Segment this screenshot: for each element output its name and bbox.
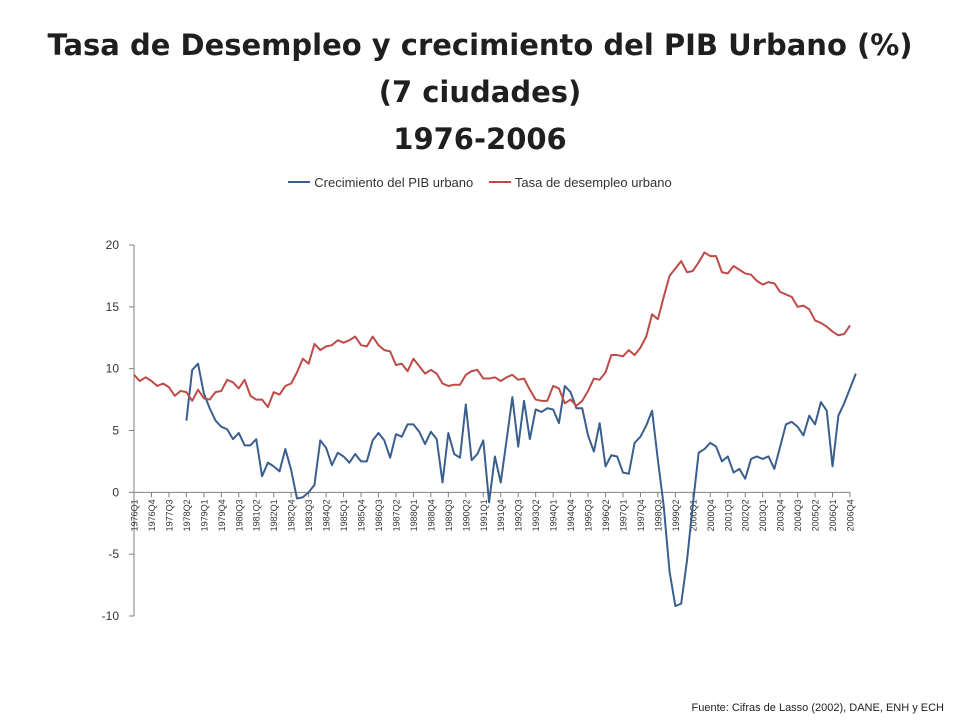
- x-tick-label: 1979Q4: [217, 499, 227, 531]
- legend-item-pib: Crecimiento del PIB urbano: [288, 175, 473, 190]
- x-tick-label: 1988Q4: [426, 499, 436, 531]
- title-line-3: 1976-2006: [393, 122, 567, 156]
- x-tick-label: 1989Q3: [444, 499, 454, 531]
- x-tick-label: 1994Q4: [566, 499, 576, 531]
- title-line-1: Tasa de Desempleo y crecimiento del PIB …: [47, 28, 913, 62]
- legend-swatch-pib: [288, 181, 311, 183]
- legend-label-pib: Crecimiento del PIB urbano: [314, 174, 474, 190]
- x-tick-label: 1999Q2: [671, 499, 681, 531]
- x-tick-label: 1996Q2: [601, 499, 611, 531]
- legend-label-desempleo: Tasa de desempleo urbano: [514, 174, 672, 190]
- x-tick-label: 1984Q2: [322, 499, 332, 531]
- legend: Crecimiento del PIB urbano Tasa de desem…: [0, 171, 960, 190]
- y-tick-label: -5: [108, 547, 119, 561]
- x-tick-label: 1982Q4: [287, 499, 297, 531]
- title-line-2: (7 ciudades): [378, 75, 582, 109]
- x-tick-label: 2000Q4: [706, 499, 716, 531]
- x-tick-label: 1976Q4: [147, 499, 157, 531]
- x-tick-label: 1991Q1: [479, 499, 489, 531]
- x-tick-label: 1985Q1: [339, 499, 349, 531]
- x-tick-label: 1994Q1: [549, 499, 559, 531]
- x-tick-label: 1997Q4: [636, 499, 646, 531]
- x-tick-label: 1980Q3: [234, 499, 244, 531]
- x-tick-label: 1997Q1: [618, 499, 628, 531]
- legend-swatch-desempleo: [488, 181, 511, 183]
- x-tick-label: 1979Q1: [199, 499, 209, 531]
- x-tick-label: 1978Q2: [182, 499, 192, 531]
- x-tick-label: 1990Q2: [461, 499, 471, 531]
- source-note: Fuente: Cifras de Lasso (2002), DANE, EN…: [691, 702, 944, 714]
- x-tick-label: 1977Q3: [164, 499, 174, 531]
- x-tick-label: 1991Q4: [496, 499, 506, 531]
- series-line-desempleo: [133, 251, 851, 408]
- x-tick-label: 2003Q4: [776, 499, 786, 531]
- x-tick-label: 1985Q4: [357, 499, 367, 531]
- x-tick-label: 1998Q3: [653, 499, 663, 531]
- legend-item-desempleo: Tasa de desempleo urbano: [488, 174, 672, 190]
- y-tick-label: 15: [106, 300, 120, 314]
- y-tick-label: 0: [112, 485, 119, 499]
- x-tick-label: 2004Q3: [793, 499, 803, 531]
- y-tick-label: 5: [112, 424, 119, 438]
- x-tick-label: 2002Q2: [741, 499, 751, 531]
- x-tick-label: 1993Q2: [531, 499, 541, 531]
- x-tick-label: 1986Q3: [374, 499, 384, 531]
- x-tick-label: 2001Q3: [723, 499, 733, 531]
- x-tick-label: 2006Q4: [846, 499, 856, 531]
- x-tick-label: 1982Q1: [269, 499, 279, 531]
- x-tick-label: 1976Q1: [130, 499, 140, 531]
- x-tick-label: 2000Q1: [688, 499, 698, 531]
- series-line-pib: [185, 362, 857, 608]
- x-tick-label: 2003Q1: [758, 499, 768, 531]
- x-tick-label: 1995Q3: [584, 499, 594, 531]
- x-tick-label: 1983Q3: [304, 499, 314, 531]
- y-tick-label: 20: [106, 238, 120, 252]
- x-tick-label: 1987Q2: [391, 499, 401, 531]
- x-tick-label: 1988Q1: [409, 499, 419, 531]
- x-tick-label: 2006Q1: [828, 499, 838, 531]
- x-tick-label: 1992Q3: [514, 499, 524, 531]
- x-tick-label: 1981Q2: [252, 499, 262, 531]
- chart-title: Tasa de Desempleo y crecimiento del PIB …: [0, 22, 960, 163]
- y-tick-label: 10: [106, 362, 120, 376]
- x-tick-label: 2005Q2: [811, 499, 821, 531]
- y-tick-label: -10: [102, 609, 120, 623]
